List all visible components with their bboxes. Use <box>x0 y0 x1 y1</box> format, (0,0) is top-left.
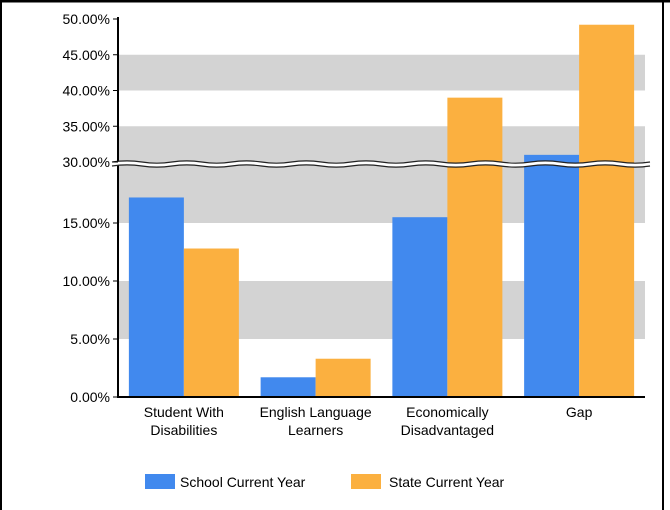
bar <box>315 358 371 397</box>
bar <box>128 197 184 397</box>
x-category-label: Economically <box>406 404 488 420</box>
axis-break <box>111 160 651 168</box>
x-category-label: Learners <box>288 422 343 438</box>
axis-break-fill <box>112 160 650 168</box>
bar <box>524 154 580 397</box>
y-tick-label: 0.00% <box>70 389 110 405</box>
x-axis-categories: Student With Disabilities English Language… <box>144 404 593 438</box>
grid-band <box>118 54 645 91</box>
y-tick-label: 15.00% <box>63 215 110 231</box>
y-tick-label: 30.00% <box>63 154 110 170</box>
legend: School Current Year State Current Year <box>145 474 505 490</box>
y-axis-ticks: 0.00% 5.00% 10.00% 15.00% 30.00% 35.00% 40.00%… <box>63 11 118 405</box>
x-category-label: Student With <box>144 404 224 420</box>
x-category-label: Gap <box>566 404 593 420</box>
y-tick-label: 35.00% <box>63 118 110 134</box>
legend-label: State Current Year <box>389 474 505 490</box>
bar <box>183 248 239 397</box>
legend-label: School Current Year <box>180 474 306 490</box>
x-category-label: Disadvantaged <box>401 422 494 438</box>
bar <box>260 377 316 397</box>
y-tick-label: 50.00% <box>63 11 110 27</box>
bar <box>392 217 448 397</box>
axis-break-top-line <box>111 160 651 164</box>
x-category-label: Disabilities <box>150 422 217 438</box>
legend-swatch <box>145 474 175 489</box>
y-tick-label: 40.00% <box>63 83 110 99</box>
y-tick-label: 5.00% <box>70 331 110 347</box>
y-tick-label: 10.00% <box>63 273 110 289</box>
bars <box>128 24 635 398</box>
bar <box>447 97 503 398</box>
y-tick-label: 45.00% <box>63 47 110 63</box>
x-category-label: English Language <box>260 404 372 420</box>
bar <box>579 24 635 397</box>
axes <box>117 17 645 398</box>
legend-swatch <box>351 474 381 489</box>
axis-break-bottom-line <box>111 164 651 168</box>
